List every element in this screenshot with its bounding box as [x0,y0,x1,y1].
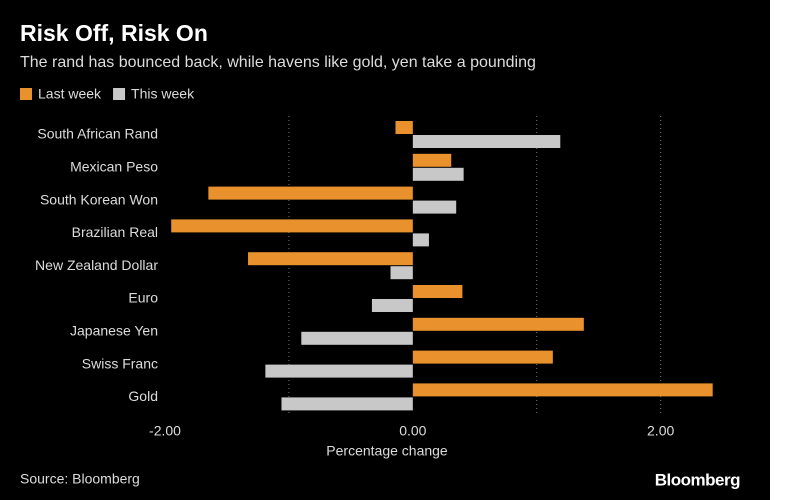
bar [412,350,553,364]
chart-title: Risk Off, Risk On [20,20,208,46]
bar [171,219,413,233]
bar [412,285,463,298]
legend-label: This week [131,86,195,102]
y-tick-label: Mexican Peso [70,159,158,175]
y-tick-label: New Zealand Dollar [35,257,158,273]
bar [395,121,413,134]
y-tick-label: Euro [128,290,158,306]
x-tick-label: -2.00 [149,423,181,439]
bar [412,167,464,181]
bar [371,299,413,312]
bar [412,233,429,247]
bar [248,252,413,266]
bar [265,364,413,378]
legend-swatch [113,88,126,100]
chart-subtitle: The rand has bounced back, while havens … [20,54,536,71]
y-tick-label: Japanese Yen [70,323,158,339]
bar [412,153,452,167]
source: Source: Bloomberg [20,471,140,487]
y-tick-label: South Korean Won [40,191,158,207]
y-tick-label: Gold [128,388,158,404]
y-tick-label: Brazilian Real [72,224,158,240]
bar [301,331,413,345]
bar [412,135,561,148]
bar [208,186,413,200]
bar [281,397,413,411]
background [0,0,770,500]
y-tick-label: Swiss Franc [82,355,158,371]
x-tick-label: 2.00 [647,423,674,439]
legend-swatch [20,88,32,100]
bar [412,383,713,397]
legend-label: Last week [38,86,102,102]
x-tick-label: 0.00 [399,423,426,439]
x-axis-label: Percentage change [326,443,448,459]
bar [390,266,413,280]
brand-logo: Bloomberg [655,470,740,489]
y-tick-label: South African Rand [37,126,158,142]
bar [412,317,584,331]
bar [412,200,457,214]
